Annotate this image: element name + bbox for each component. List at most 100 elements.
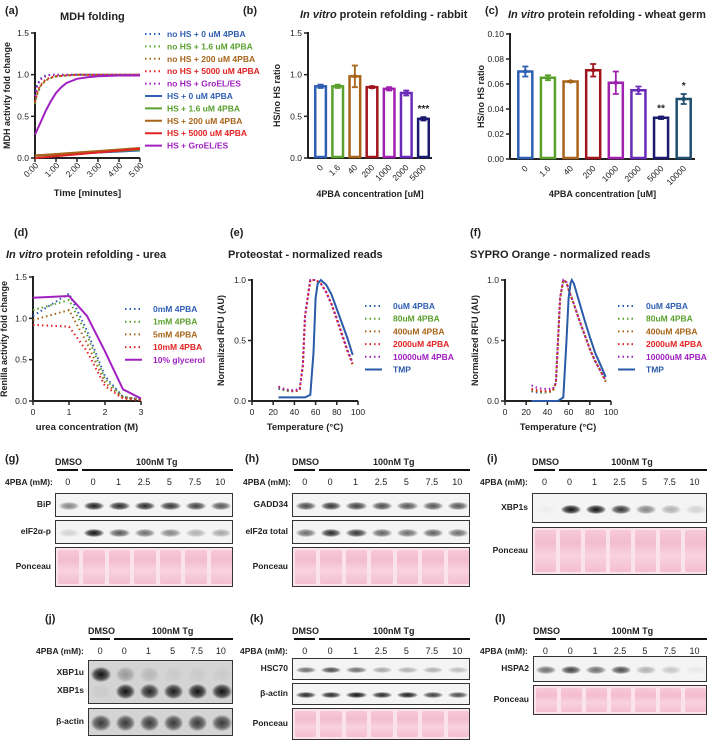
blot-strip-ponceau (292, 547, 470, 587)
band (660, 666, 681, 674)
x-tick-label: 40 (346, 162, 360, 176)
bar (365, 85, 379, 159)
legend-label: 10% glycerol (153, 355, 205, 365)
row-label: 4PBA (mM): (240, 646, 288, 656)
legend-label: no HS + 0 uM 4PBA (167, 29, 246, 39)
chart-title: MDH folding (60, 11, 125, 23)
chart-panel-b: (b) In vitro protein refolding - rabbit 0.0… (243, 5, 468, 199)
data-point (658, 115, 664, 120)
y-tick-label: 0.04 (487, 104, 504, 114)
band (448, 529, 469, 537)
dmso-label: DMSO (292, 626, 319, 636)
band (58, 502, 79, 510)
x-tick-label: 5000 (407, 162, 428, 183)
lane-label: 5 (403, 477, 409, 487)
lane-label: 1 (145, 646, 151, 656)
ponceau-lane (210, 550, 232, 584)
chart-title-text: protein refolding - wheat germ (548, 9, 707, 21)
panel-label: (c) (485, 5, 499, 17)
legend-label: 80uM 4PBA (393, 314, 440, 324)
blot-strip-ponceau (55, 547, 233, 587)
panel-label: (i) (487, 453, 498, 465)
y-tick-label: 1.5 (15, 272, 27, 282)
band (397, 691, 418, 699)
band (163, 684, 184, 700)
y-tick-label: 0.0 (487, 396, 499, 406)
legend-label: 10000uM 4PBA (393, 352, 454, 362)
y-axis-label: HS/no HS ratio (272, 64, 282, 128)
band (685, 504, 706, 514)
legend-label: 2000uM 4PBA (393, 339, 449, 349)
blot-strip-gadd34 (292, 493, 470, 517)
lane-label: 10 (452, 477, 463, 487)
ponceau-lane (134, 550, 156, 584)
x-tick-label: 40 (543, 407, 553, 417)
series-line (32, 308, 142, 402)
band (371, 666, 393, 674)
strip-label: Ponceau (492, 545, 528, 555)
chart-panel-c: (c) In vitro protein refolding - wheat ger… (476, 5, 706, 199)
band (422, 529, 443, 537)
strip-label: XBP1s (501, 502, 528, 512)
band (448, 666, 469, 674)
x-tick-label: 0 (519, 163, 530, 174)
x-tick-label: 200 (580, 163, 597, 180)
band (91, 714, 111, 732)
band (134, 502, 156, 510)
x-tick-label: 3:00 (85, 160, 104, 179)
treatment-underline (114, 638, 233, 640)
panel-label: (k) (250, 613, 264, 625)
band (115, 684, 135, 700)
band (160, 502, 181, 510)
panel-label: (h) (245, 453, 260, 465)
legend-label: no HS + GroEL/ES (167, 79, 241, 89)
ponceau-lane (396, 711, 419, 737)
y-tick-label: 0.5 (17, 111, 29, 121)
band (660, 504, 681, 514)
y-tick-label: 0.0 (17, 153, 29, 163)
series-line (531, 278, 607, 393)
bar (539, 76, 557, 160)
band (320, 691, 342, 699)
y-tick-label: 0.0 (234, 396, 246, 406)
ponceau-lane (58, 550, 80, 584)
legend-label: 1mM 4PBA (153, 317, 197, 327)
band (163, 666, 184, 682)
legend-label: 5mM 4PBA (153, 329, 197, 339)
x-tick-label: 1.6 (537, 163, 553, 179)
row-label: 4PBA (mM): (480, 646, 528, 656)
series-line (34, 147, 141, 159)
treatment-underline (82, 469, 233, 471)
chart-panel-f: (f) SYPRO Orange - normalized reads 0.0 0.5… (470, 227, 707, 433)
strip-label: Ponceau (252, 718, 288, 728)
dmso-underline (294, 469, 316, 471)
chart-title-text: protein refolding - urea (46, 249, 167, 261)
lane-label: 1 (353, 646, 359, 656)
dmso-underline (57, 469, 79, 471)
lane-label: 2.5 (613, 646, 627, 656)
band (185, 529, 206, 537)
lane-label: 10 (689, 646, 700, 656)
treatment-label: 100nM Tg (372, 457, 415, 467)
data-point (335, 84, 340, 89)
dmso-label: DMSO (292, 457, 319, 467)
x-tick-label: 1:00 (43, 160, 62, 179)
band (448, 502, 469, 510)
ponceau-lane (610, 530, 631, 572)
treatment-label: 100nM Tg (611, 626, 654, 636)
x-axis-label: Temperature (°C) (520, 422, 596, 433)
legend-label: 0uM 4PBA (393, 301, 435, 311)
band (346, 666, 367, 674)
lane-label: 0 (302, 477, 308, 487)
panel-label: (l) (495, 613, 506, 625)
legend-label: 0uM 4PBA (646, 301, 688, 311)
strip-label: BiP (36, 499, 51, 509)
band (185, 502, 206, 510)
legend-label: TMP (393, 365, 411, 375)
ponceau-lane (396, 550, 419, 584)
y-tick-label: 0.06 (487, 79, 504, 89)
legend-label: 400uM 4PBA (646, 326, 698, 336)
band (188, 714, 208, 732)
series-line (32, 298, 142, 401)
lane-label: 7.5 (190, 646, 203, 656)
